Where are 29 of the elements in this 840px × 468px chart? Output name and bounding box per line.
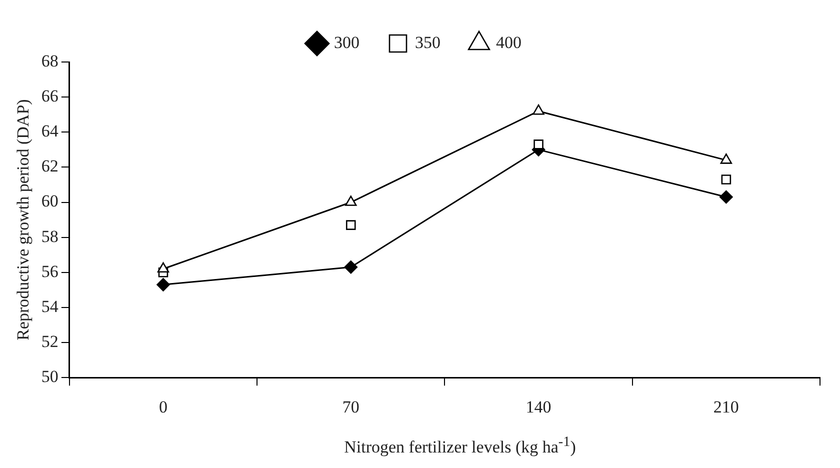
y-tick-label: 60	[41, 192, 58, 211]
y-tick-label: 66	[41, 86, 58, 106]
y-tick-label: 56	[41, 262, 58, 281]
point	[721, 174, 732, 184]
y-tick-label: 50	[41, 367, 58, 386]
point	[720, 154, 732, 164]
legend-label: 400	[496, 32, 522, 52]
legend-label: 350	[415, 32, 440, 52]
point	[345, 196, 357, 206]
y-tick-label: 58	[41, 226, 58, 246]
y-tick-label: 62	[41, 156, 58, 176]
y-tick-label: 68	[41, 51, 58, 70]
point	[157, 262, 170, 273]
y-tick-label: 64	[41, 122, 59, 141]
y-tick-label: 54	[41, 296, 59, 316]
y-axis-title: Reproductive growth period (DAP)	[14, 99, 33, 340]
legend-label: 300	[334, 32, 360, 52]
point	[720, 190, 733, 204]
x-tick-label: 70	[342, 397, 360, 416]
point	[344, 260, 358, 274]
x-tick-label: 210	[713, 397, 739, 416]
x-tick-label: 0	[158, 397, 168, 416]
y-tick-label: 52	[41, 332, 58, 351]
point	[532, 104, 544, 115]
x-axis-title: Nitrogen fertilizer levels (kg ha$^{-1}$)	[343, 434, 577, 458]
point	[156, 278, 170, 292]
x-tick-label: 140	[526, 397, 552, 416]
point	[534, 140, 544, 150]
point	[346, 220, 356, 230]
